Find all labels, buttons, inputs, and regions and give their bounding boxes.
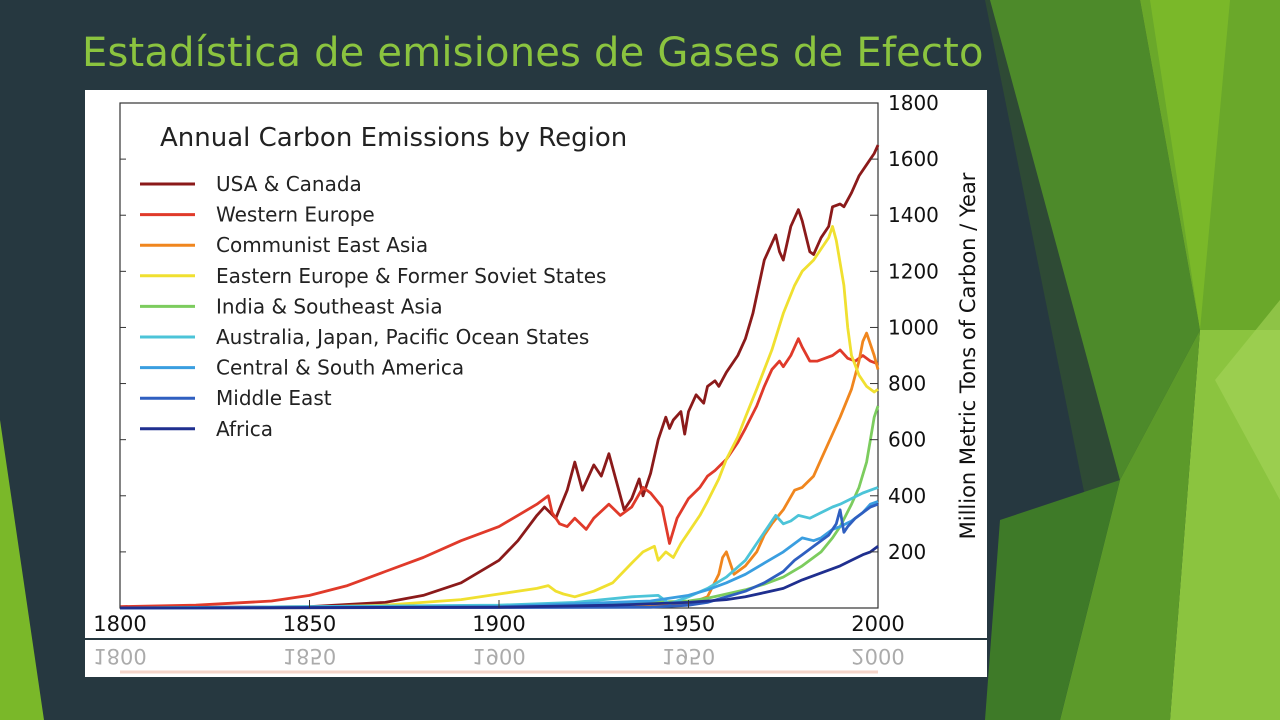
emissions-line-chart: Annual Carbon Emissions by Region USA & … xyxy=(85,90,987,638)
y-tick-label-0: 200 xyxy=(888,540,926,564)
x-tick-label-2: 1900 xyxy=(472,612,525,636)
reflection-tick-0: 1800 xyxy=(93,644,146,668)
chart-frame: Annual Carbon Emissions by Region USA & … xyxy=(85,90,987,638)
chart-title: Annual Carbon Emissions by Region xyxy=(160,123,627,153)
y-axis-label: Million Metric Tons of Carbon / Year xyxy=(956,172,980,539)
legend-label-8: Africa xyxy=(216,417,273,441)
legend-label-7: Middle East xyxy=(216,386,332,410)
x-tick-label-4: 2000 xyxy=(851,612,904,636)
reflection-tick-labels: 1800 1850 1900 1950 2000 xyxy=(93,644,904,668)
series-line-1 xyxy=(119,337,879,608)
y-tick-label-5: 1200 xyxy=(888,259,939,283)
right-light-facet xyxy=(1215,300,1280,500)
right-green-facet-5 xyxy=(1060,330,1200,720)
legend-label-0: USA & Canada xyxy=(216,172,362,196)
legend-label-3: Eastern Europe & Former Soviet States xyxy=(216,264,606,288)
y-tick-label-8: 1800 xyxy=(888,91,939,115)
reflection-tick-2: 1900 xyxy=(472,644,525,668)
slide-title: Estadística de emisiones de Gases de Efe… xyxy=(82,30,984,76)
x-tick-label-0: 1800 xyxy=(93,612,146,636)
y-tick-label-7: 1600 xyxy=(888,147,939,171)
x-tick-label-3: 1950 xyxy=(662,612,715,636)
legend: USA & Canada Western Europe Communist East… xyxy=(140,172,606,441)
y-tick-label-4: 1000 xyxy=(888,315,939,339)
series-line-0 xyxy=(119,144,880,610)
legend-label-1: Western Europe xyxy=(216,203,375,227)
chart-reflection: 1800 1850 1900 1950 2000 xyxy=(85,640,987,677)
y-tick-label-2: 600 xyxy=(888,428,926,452)
right-green-facet-3 xyxy=(1150,0,1230,330)
series-line-3 xyxy=(119,225,879,610)
axes: 1800 1850 1900 1950 2000 200 400 600 800 1000 1200… xyxy=(93,91,939,636)
x-tick-label-1: 1850 xyxy=(283,612,336,636)
reflection-tick-3: 1950 xyxy=(662,644,715,668)
reflection-graphic: 1800 1850 1900 1950 2000 xyxy=(93,644,905,674)
legend-label-4: India & Southeast Asia xyxy=(216,294,443,318)
legend-label-2: Communist East Asia xyxy=(216,233,428,257)
reflection-tick-4: 2000 xyxy=(851,644,904,668)
right-green-facet-1 xyxy=(990,0,1200,480)
y-tick-label-3: 800 xyxy=(888,372,926,396)
y-tick-label-1: 400 xyxy=(888,484,926,508)
y-tick-label-6: 1400 xyxy=(888,203,939,227)
left-green-facet xyxy=(0,420,44,720)
series-line-5 xyxy=(119,486,879,610)
reflection-tick-1: 1850 xyxy=(283,644,336,668)
legend-label-6: Central & South America xyxy=(216,356,464,380)
legend-label-5: Australia, Japan, Pacific Ocean States xyxy=(216,325,589,349)
right-green-facet-6 xyxy=(985,480,1120,720)
series-line-8 xyxy=(119,545,879,610)
